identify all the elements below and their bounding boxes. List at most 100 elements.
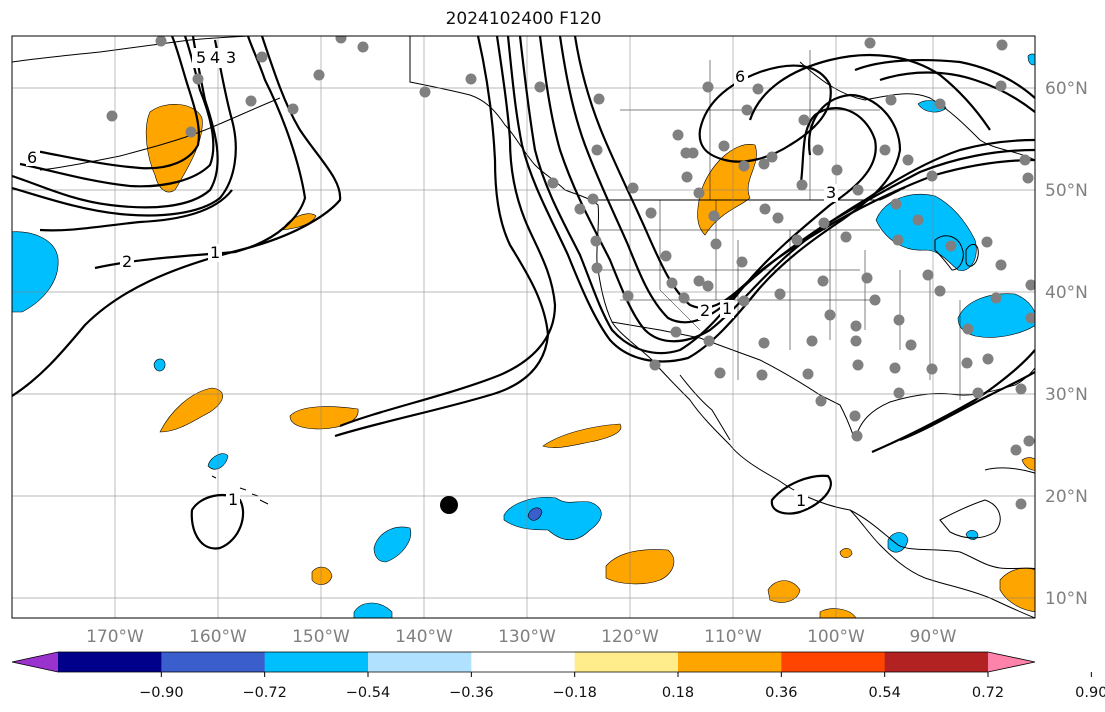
blue-area-great-lakes — [875, 194, 977, 271]
colorbar-segment — [368, 652, 472, 672]
colorbar-segment — [264, 652, 369, 672]
orange-area-central-pacific — [542, 423, 622, 448]
colorbar-tick-label: 0.90 — [1075, 685, 1105, 701]
lat-label-10n: 10°N — [1045, 589, 1088, 609]
contour-trough-4 — [506, 36, 902, 363]
aleutians — [39, 97, 281, 171]
orange-area-caribbean — [1021, 457, 1035, 471]
contour-west-3 — [12, 39, 237, 217]
graticule — [12, 36, 1035, 618]
coastlines-and-borders — [12, 36, 1035, 618]
blue-area-nw-corner — [1027, 53, 1035, 66]
lon-label-150w: 150°W — [292, 627, 350, 647]
colorbar-segment — [574, 652, 679, 672]
lat-label-40n: 40°N — [1045, 283, 1088, 303]
blue-area-hawaii-north — [153, 358, 166, 372]
cuba — [984, 467, 1035, 474]
lat-label-30n: 30°N — [1045, 385, 1088, 405]
colorbar: −0.90 −0.72 −0.54 −0.36 −0.18 0.18 0.36 0.54 0.7… — [11, 651, 1105, 701]
longitude-labels: 170°W 160°W 150°W 140°W 130°W 120°W 110°… — [86, 627, 957, 647]
station-dots — [106, 36, 1035, 510]
colorbar-tick-label: 0.72 — [972, 685, 1004, 701]
colorbar-tick-label: −0.72 — [242, 685, 286, 701]
colorbar-extend-low — [12, 652, 58, 672]
contour-label-6-west: 6 — [27, 148, 37, 167]
contour-label-3: 3 — [226, 48, 236, 67]
contour-label-1-mexico: 1 — [796, 491, 806, 510]
contour-label-2-central: 2 — [700, 301, 710, 320]
colorbar-segment — [161, 652, 266, 672]
lat-label-20n: 20°N — [1045, 487, 1088, 507]
contour-label-5: 5 — [196, 48, 206, 67]
colorbar-outline — [11, 651, 1036, 673]
lon-label-140w: 140°W — [395, 627, 453, 647]
latitude-labels: 10°N 20°N 30°N 40°N 50°N 60°N — [1045, 79, 1088, 609]
orange-area-eastern-pacific-3 — [311, 566, 333, 585]
contour-ne-1 — [854, 59, 1035, 99]
contour-outer-west — [12, 36, 342, 397]
contour-label-6-north: 6 — [735, 67, 745, 86]
map-title: 2024102400 F120 — [445, 9, 602, 29]
baja-coastline — [679, 374, 731, 441]
contour-label-3-central: 3 — [826, 183, 836, 202]
contour-label-1-hawaii: 1 — [228, 490, 238, 509]
lat-label-50n: 50°N — [1045, 181, 1088, 201]
purple-area-core — [527, 507, 543, 521]
blue-area-subtropical-2 — [373, 526, 412, 563]
contour-trough-2 — [339, 36, 557, 428]
hudson-bay-shore — [799, 61, 1035, 161]
lon-label-120w: 120°W — [601, 627, 659, 647]
orange-area-eastern-pacific-2 — [767, 580, 801, 603]
map-frame — [11, 35, 1036, 619]
contour-north-loop-2 — [748, 53, 991, 131]
storm-center-marker — [440, 496, 458, 514]
colorbar-segment — [781, 652, 886, 672]
contour-hawaii-loop — [190, 493, 245, 550]
mexico-central-america — [849, 509, 1035, 618]
map-panel: 5 4 3 6 2 1 6 3 2 1 1 1 — [12, 36, 1035, 618]
contour-west-6 — [39, 189, 233, 232]
colorbar-segment — [58, 652, 162, 672]
contour-se-2 — [899, 371, 1035, 442]
contour-trough-1 — [334, 36, 550, 438]
great-lakes-outline — [934, 235, 979, 271]
lon-label-130w: 130°W — [498, 627, 556, 647]
contour-label-1-west: 1 — [210, 243, 220, 262]
state-borders — [598, 50, 961, 400]
contour-west-2 — [12, 36, 219, 209]
contour-mexico-loop — [770, 474, 832, 515]
lon-label-110w: 110°W — [704, 627, 762, 647]
colorbar-tick-label: 0.54 — [869, 685, 901, 701]
contour-labels: 5 4 3 6 2 1 6 3 2 1 1 1 — [26, 48, 838, 510]
contour-trough-5 — [538, 36, 1035, 343]
colorbar-tick-label: −0.36 — [449, 685, 493, 701]
contour-trough-3 — [518, 36, 877, 355]
colorbar-extend-high — [988, 652, 1035, 672]
contour-ne-2 — [879, 71, 1035, 113]
orange-area-north-pacific-1 — [159, 387, 223, 433]
colorbar-tick-label: 0.18 — [662, 685, 694, 701]
colorbar-tick-label: −0.90 — [139, 685, 183, 701]
yucatan — [939, 499, 1001, 539]
us-mexico-border — [611, 321, 856, 441]
hawaii-islands — [211, 475, 269, 505]
lon-label-170w: 170°W — [86, 627, 144, 647]
colorbar-tick-label: −0.18 — [552, 685, 596, 701]
colorbar-tick-label: −0.54 — [346, 685, 390, 701]
contour-label-4: 4 — [210, 48, 220, 67]
colorbar-tick-label: 0.36 — [765, 685, 797, 701]
lat-label-60n: 60°N — [1045, 79, 1088, 99]
contour-label-1-central: 1 — [722, 299, 732, 318]
orange-area-small-2 — [819, 608, 857, 618]
contour-se-1 — [871, 349, 1035, 454]
blue-area-subtropical-3 — [353, 602, 393, 618]
lon-label-90w: 90°W — [910, 627, 957, 647]
lon-label-100w: 100°W — [807, 627, 865, 647]
contour-west-1 — [94, 36, 307, 270]
contour-label-2-west: 2 — [122, 252, 132, 271]
colorbar-segment — [884, 652, 989, 672]
blue-area-subtropical-1 — [503, 497, 602, 541]
orange-area-small-1 — [839, 548, 853, 558]
colorbar-segment — [471, 652, 576, 672]
lon-label-160w: 160°W — [189, 627, 247, 647]
